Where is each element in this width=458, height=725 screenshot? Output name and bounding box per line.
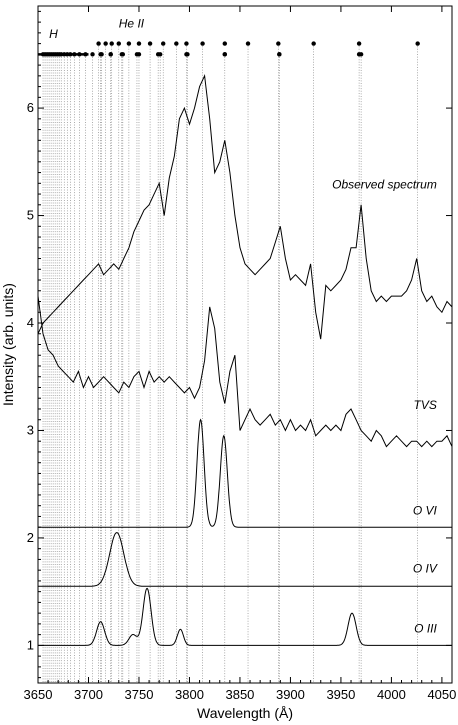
line-id-dot: [277, 52, 282, 57]
line-id-dot: [356, 41, 362, 46]
line-id-dot: [126, 41, 132, 46]
line-id-dot: [108, 52, 113, 57]
series-line: [37, 296, 453, 448]
line-id-dot: [116, 41, 121, 46]
line-id-dot: [96, 41, 101, 46]
y-tick-label: 3: [27, 422, 34, 437]
series-label: TVS: [414, 398, 437, 412]
x-tick-label: 3750: [125, 687, 154, 702]
series-label: Observed spectrum: [332, 178, 437, 192]
line-id-dot: [90, 52, 95, 57]
series-labels: Observed spectrum TVS O VI O IV O III H He II: [49, 16, 438, 635]
line-id-dot: [155, 52, 161, 57]
line-id-dot: [99, 52, 104, 57]
line-id-dot: [161, 41, 166, 46]
marker-label: H: [49, 27, 58, 41]
line-id-dot: [109, 41, 114, 46]
x-tick-label: 3800: [175, 687, 204, 702]
line-id-dot: [311, 41, 316, 46]
y-axis-title: Intensity (arb. units): [0, 283, 16, 406]
line-id-dot: [200, 41, 205, 46]
line-id-dot: [415, 41, 420, 46]
spectra-series: [37, 73, 453, 646]
line-id-dot: [222, 52, 228, 57]
y-tick-label: 1: [27, 637, 34, 652]
x-tick-label: 3900: [276, 687, 305, 702]
line-id-markers: [42, 43, 418, 683]
x-tick-label: 4000: [377, 687, 406, 702]
line-id-dot: [276, 41, 281, 46]
y-tick-label: 4: [27, 315, 34, 330]
line-id-dot: [136, 41, 142, 46]
series-label: O IV: [413, 561, 438, 575]
series-line: [38, 418, 452, 528]
x-axis-title: Wavelength (Å): [197, 705, 293, 721]
line-id-dot: [245, 41, 251, 46]
line-id-dots: [38, 41, 420, 57]
y-tick-label: 6: [27, 100, 34, 115]
line-id-dot: [184, 52, 189, 57]
series-line: [37, 73, 453, 340]
y-tick-label: 2: [27, 530, 34, 545]
line-id-dot: [184, 41, 189, 46]
x-tick-label: 3700: [74, 687, 103, 702]
marker-label: He II: [119, 16, 145, 30]
line-id-dot: [103, 41, 108, 46]
y-tick-label: 5: [27, 208, 34, 223]
x-tick-label: 3850: [225, 687, 254, 702]
line-id-dot: [174, 41, 179, 46]
x-tick-label: 3950: [326, 687, 355, 702]
plot-frame: [37, 5, 453, 684]
series-label: O III: [414, 621, 437, 635]
axes: 3650 3700 3750 3800 3850 3900 3950 4000 4050 1 2 3 4…: [24, 6, 456, 702]
line-id-dot: [119, 52, 125, 57]
series-line: [38, 532, 452, 587]
series-label: O VI: [413, 503, 438, 517]
line-id-dot: [147, 41, 153, 46]
x-tick-label: 3650: [24, 687, 53, 702]
series-line: [38, 587, 452, 646]
line-id-dot: [222, 41, 228, 46]
x-tick-label: 4050: [427, 687, 456, 702]
line-id-dot: [134, 52, 140, 57]
line-id-dot: [356, 52, 362, 57]
